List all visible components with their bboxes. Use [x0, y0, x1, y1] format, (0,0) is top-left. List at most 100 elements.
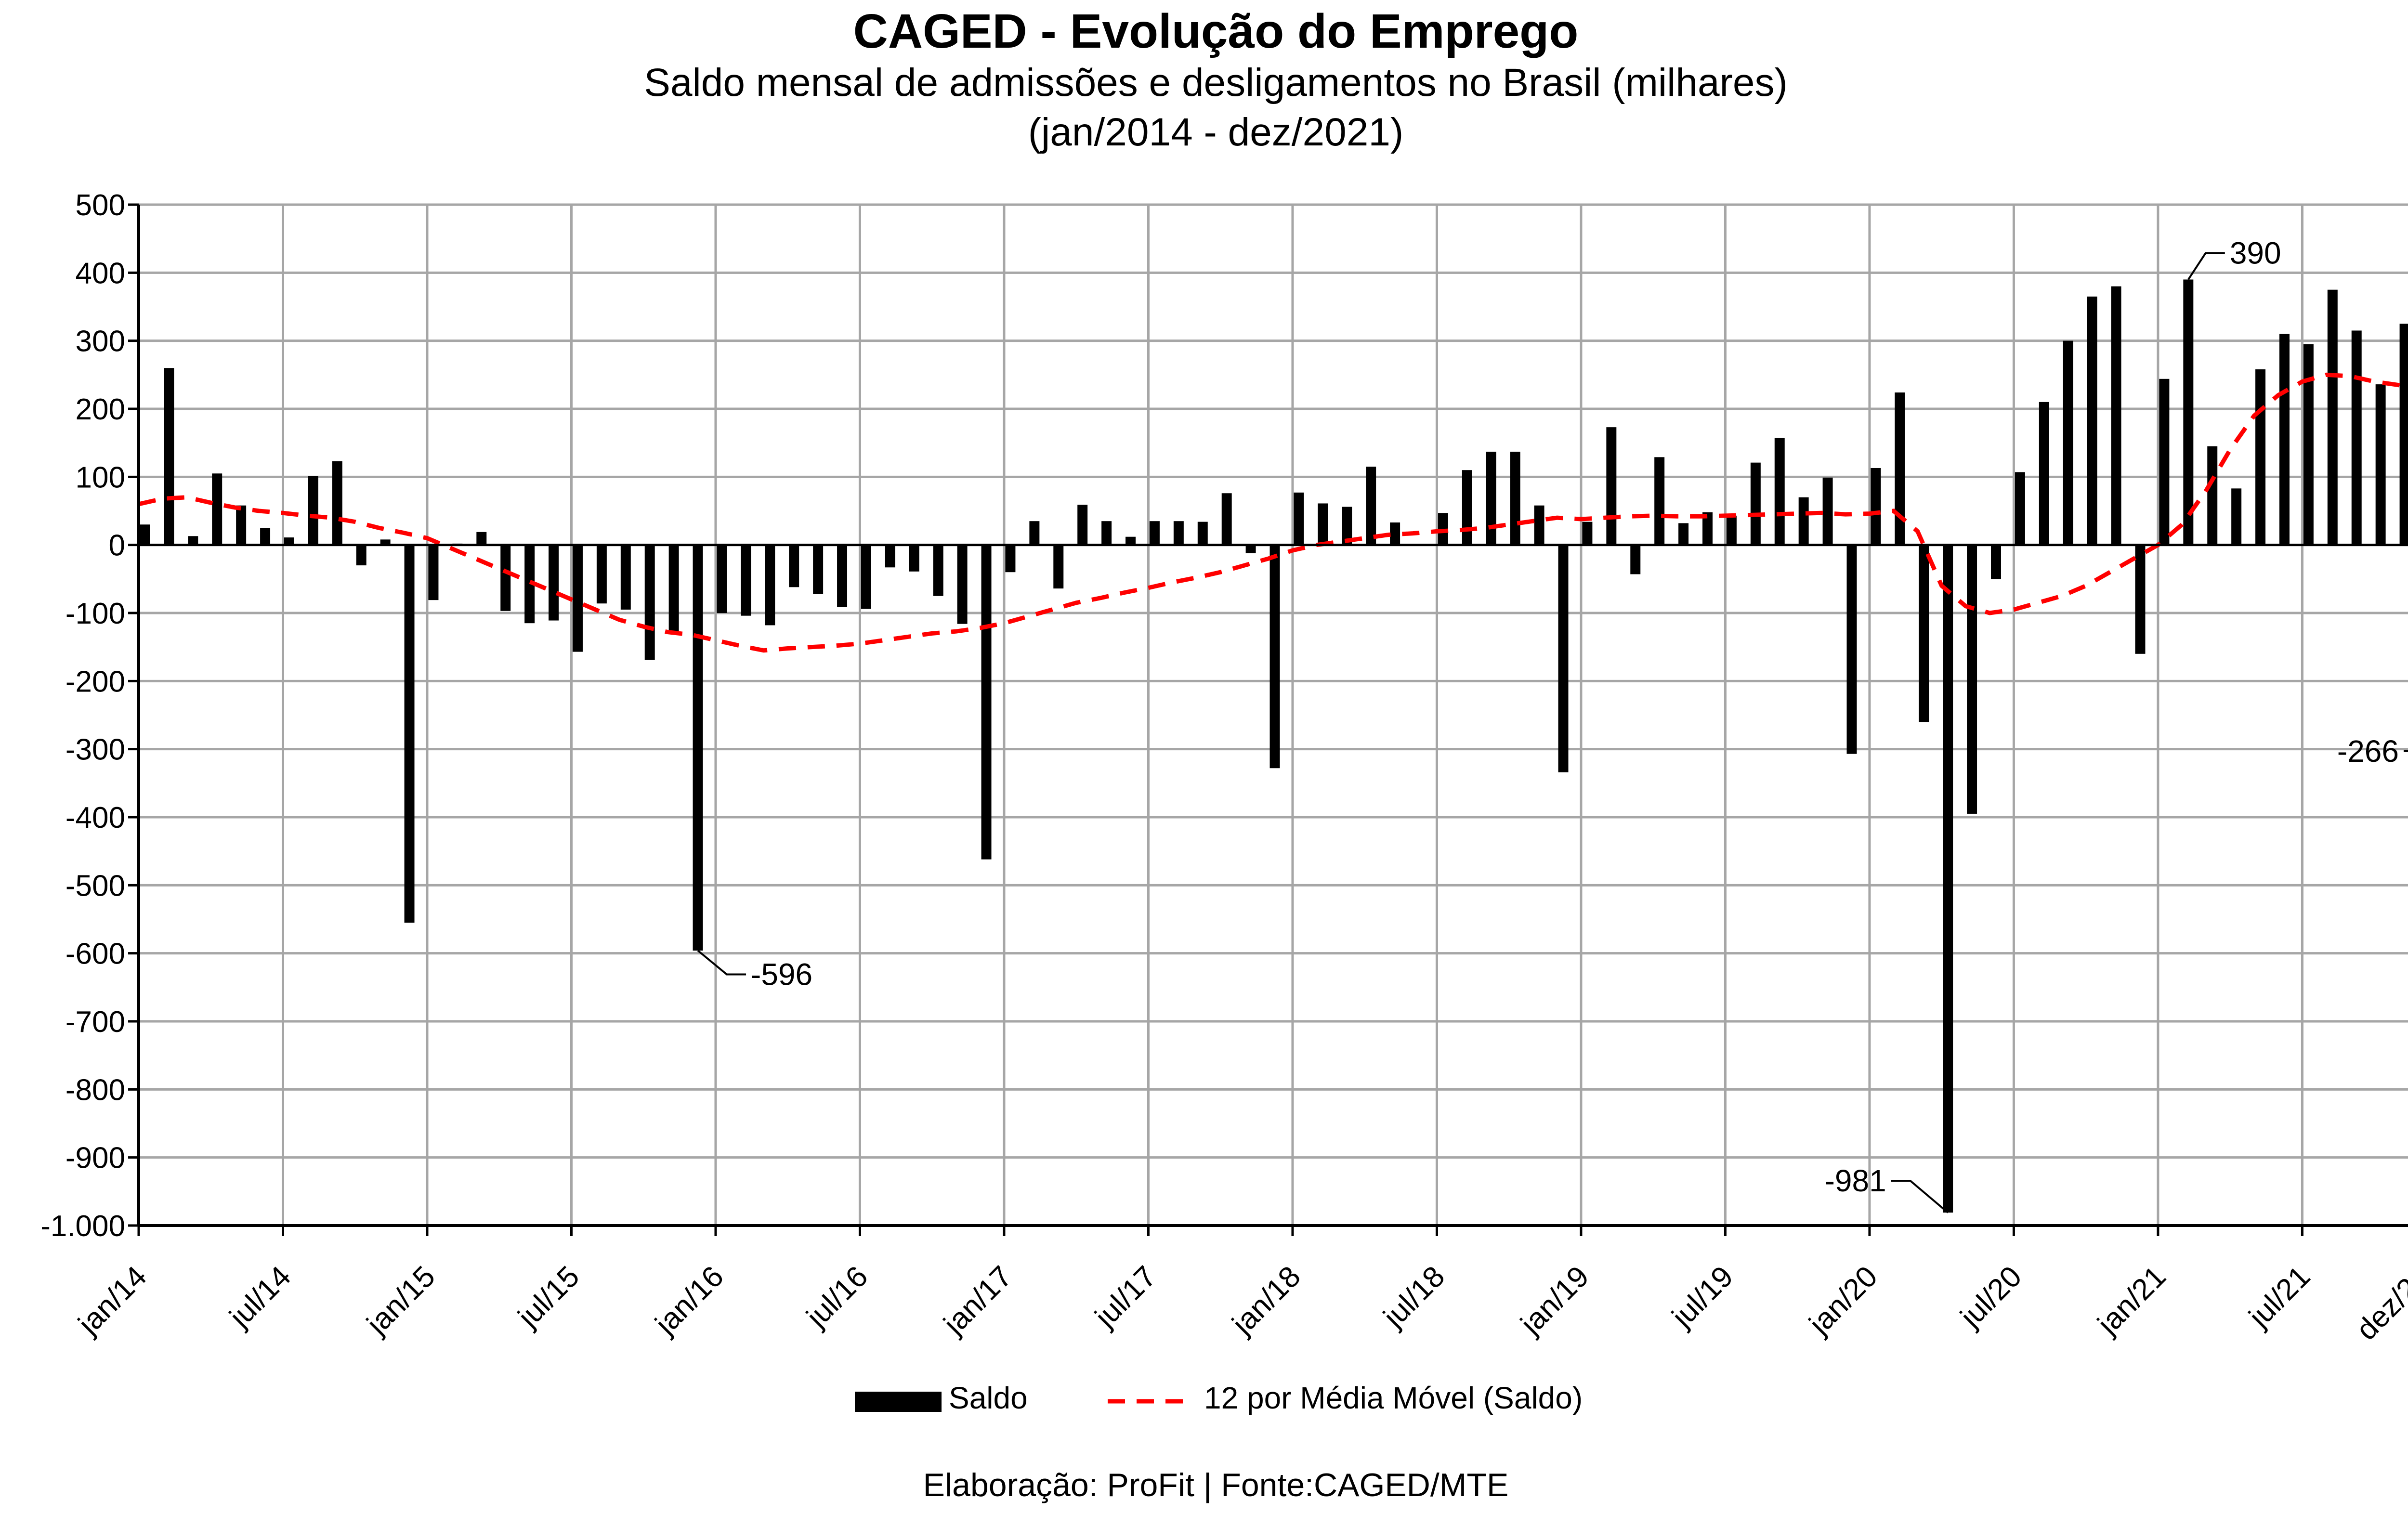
chart-period: (jan/2014 - dez/2021) [1028, 110, 1404, 154]
bar [1534, 505, 1544, 545]
bar [1678, 523, 1689, 545]
legend-swatch-saldo [855, 1392, 942, 1412]
bar [164, 368, 174, 545]
bar [644, 545, 655, 660]
data-label-leader [1891, 1180, 1949, 1213]
bar [236, 505, 247, 545]
bar [2015, 472, 2025, 545]
x-tick-label: jan/15 [360, 1260, 442, 1342]
legend: Saldo 12 por Média Móvel (Saldo) [855, 1381, 1583, 1415]
x-tick-label: jul/20 [1953, 1260, 2028, 1334]
y-tick-label: -700 [65, 1005, 125, 1039]
y-tick-label: 300 [76, 325, 125, 358]
x-tick-label: jan/21 [2091, 1260, 2172, 1342]
bar [2399, 324, 2408, 545]
x-tick-label: dez/21 [2350, 1260, 2408, 1346]
data-label-leader [697, 950, 746, 976]
bar [1366, 467, 1376, 545]
y-tick-label: 200 [76, 393, 125, 426]
y-tick-label: 0 [109, 529, 125, 562]
bar [2111, 286, 2121, 545]
bar [1294, 492, 1304, 545]
bar [1390, 522, 1400, 545]
bar [2183, 279, 2194, 545]
bar [1582, 522, 1593, 545]
bar [2135, 545, 2146, 654]
bar [861, 545, 871, 609]
bar [909, 545, 919, 572]
y-tick-label: -400 [65, 801, 125, 835]
bar [1149, 521, 1160, 545]
axes [137, 205, 2408, 1227]
annotations: -596 -981 390 -266 [697, 235, 2408, 1213]
x-tick-label: jul/21 [2242, 1260, 2316, 1334]
moving-average-series [138, 372, 2408, 653]
bar [332, 461, 342, 545]
chart-title: CAGED - Evolução do Emprego [853, 4, 1579, 58]
y-tick-label: -900 [65, 1142, 125, 1175]
data-label: -266 [2337, 734, 2399, 769]
x-tick-label: jul/16 [799, 1260, 874, 1334]
bar [1606, 427, 1617, 545]
x-tick-label: jan/14 [71, 1260, 153, 1342]
bar [885, 545, 895, 568]
x-tick-label: jan/19 [1514, 1260, 1596, 1342]
bar [1558, 545, 1569, 772]
y-tick-label: 400 [76, 257, 125, 290]
footer-credit: Elaboração: ProFit | Fonte:CAGED/MTE [923, 1467, 1509, 1503]
bar [813, 545, 824, 594]
bar [1919, 545, 1929, 722]
chart-subtitle: Saldo mensal de admissões e desligamento… [644, 61, 1788, 104]
x-tick-label: jan/20 [1802, 1260, 1884, 1342]
moving-average-line [138, 372, 2408, 653]
bar [2063, 340, 2073, 545]
bar [2351, 330, 2362, 545]
legend-label-moving-average: 12 por Média Móvel (Saldo) [1204, 1381, 1583, 1415]
bar [212, 473, 222, 545]
y-tick-label: -500 [65, 869, 125, 902]
bar [741, 545, 751, 616]
bar [933, 545, 943, 596]
x-tick-label: jan/18 [1225, 1260, 1307, 1342]
bar [957, 545, 968, 624]
bar [549, 545, 559, 621]
bar [2327, 289, 2338, 545]
bar [981, 545, 992, 860]
y-axis-ticks: 500 400 300 200 100 0 -100 -200 -300 -400 -500 -600… [40, 189, 139, 1243]
bar [1510, 452, 1520, 545]
bar [2207, 446, 2218, 545]
bar [1221, 493, 1232, 545]
bar [1197, 522, 1208, 545]
x-tick-label: jul/14 [222, 1260, 297, 1334]
legend-label-saldo: Saldo [949, 1381, 1028, 1415]
bar [1101, 521, 1112, 545]
x-tick-label: jul/19 [1665, 1260, 1740, 1334]
bar [1750, 462, 1761, 545]
x-tick-label: jul/18 [1376, 1260, 1451, 1334]
bar [1029, 521, 1040, 545]
bar-series [140, 279, 2408, 1213]
bar [2087, 296, 2097, 545]
bar [693, 545, 703, 951]
bar [1991, 545, 2001, 579]
bar [140, 524, 150, 545]
y-tick-label: 100 [76, 461, 125, 494]
bar [1822, 477, 1833, 545]
data-label-leader [2403, 750, 2408, 752]
bar [2231, 488, 2242, 545]
data-label: -596 [751, 957, 812, 992]
bar [404, 545, 415, 923]
bar [356, 545, 366, 566]
bar [284, 537, 294, 545]
x-tick-label: jan/17 [937, 1260, 1019, 1342]
bar [1269, 545, 1280, 769]
bar [2255, 369, 2266, 545]
bar [1967, 545, 1977, 814]
bar [2375, 384, 2386, 545]
bar [668, 545, 679, 634]
bar [1245, 545, 1256, 553]
bar [1774, 438, 1785, 545]
bar [765, 545, 775, 626]
bar [428, 545, 439, 600]
